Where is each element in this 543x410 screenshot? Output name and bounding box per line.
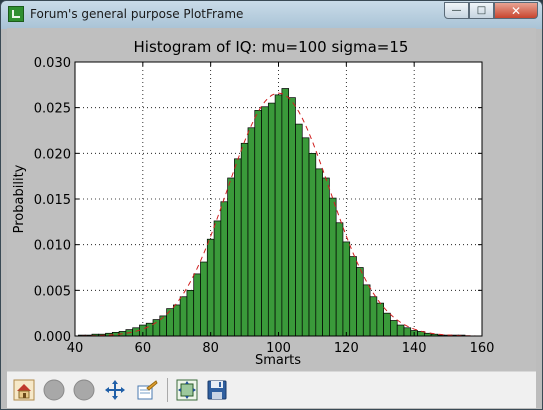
normal-curve <box>81 92 476 337</box>
toolbar-separator <box>167 378 168 402</box>
save-button[interactable] <box>203 376 231 404</box>
histogram-bar <box>173 304 181 337</box>
y-tick-label: 0.030 <box>34 56 71 71</box>
y-axis-ticks: 0.000 0.005 0.010 0.015 0.020 0.025 0.030 <box>34 56 482 345</box>
histogram-bar <box>281 88 290 337</box>
histogram-bar <box>396 324 405 337</box>
histogram-bar <box>145 322 154 337</box>
minimize-button[interactable]: — <box>444 2 469 19</box>
x-tick-label: 80 <box>202 341 219 356</box>
maximize-icon: □ <box>476 5 487 16</box>
histogram-bar <box>383 312 391 337</box>
histogram-bar <box>274 94 283 337</box>
histogram-bar <box>301 137 310 337</box>
histogram-bar <box>179 296 188 337</box>
histogram-bar <box>261 106 269 337</box>
histogram-bar <box>342 241 351 337</box>
subplots-button[interactable] <box>173 376 201 404</box>
histogram-bar <box>288 97 296 337</box>
chart-title: Histogram of IQ: mu=100 sigma=15 <box>134 38 409 56</box>
histogram-bar <box>227 177 235 337</box>
histogram-bar <box>254 110 262 337</box>
histogram-bars <box>78 88 466 337</box>
maximize-button[interactable]: □ <box>469 2 494 19</box>
histogram-bar <box>132 327 140 337</box>
histogram-bar <box>329 197 337 337</box>
histogram-bar <box>369 296 378 337</box>
histogram-bar <box>220 201 228 337</box>
navigation-toolbar <box>7 371 536 408</box>
title-bar[interactable]: Forum's general purpose PlotFrame — □ ✕ <box>1 1 542 27</box>
forward-arrow-icon <box>73 379 95 401</box>
x-tick-label: 100 <box>266 341 291 356</box>
histogram-bar <box>356 267 364 337</box>
plot-canvas[interactable]: Histogram of IQ: mu=100 sigma=15 40 60 80 1… <box>7 28 536 371</box>
x-tick-label: 60 <box>135 341 152 356</box>
histogram-bar <box>152 319 161 337</box>
x-tick-label: 120 <box>334 341 359 356</box>
x-tick-label: 140 <box>402 341 427 356</box>
histogram-bar <box>390 320 398 337</box>
histogram-bar <box>322 177 330 337</box>
y-tick-label: 0.000 <box>34 330 71 345</box>
histogram-bar <box>376 302 384 337</box>
pan-arrows-icon <box>105 380 125 400</box>
zoom-button[interactable] <box>133 376 161 404</box>
x-tick-label: 160 <box>470 341 495 356</box>
histogram-bar <box>240 142 249 337</box>
histogram-bar <box>295 123 303 337</box>
histogram-bar <box>349 256 357 337</box>
histogram-bar <box>335 222 344 337</box>
close-button[interactable]: ✕ <box>494 2 538 19</box>
histogram-bar <box>362 284 371 337</box>
app-icon <box>8 6 24 22</box>
back-button[interactable] <box>40 376 68 404</box>
minimize-icon: — <box>451 5 462 16</box>
histogram-bar <box>403 327 412 337</box>
y-tick-label: 0.010 <box>34 239 71 254</box>
histogram-bar <box>315 168 323 337</box>
x-axis-ticks: 40 60 80 100 120 140 160 <box>67 62 495 356</box>
y-tick-label: 0.025 <box>34 102 71 117</box>
pan-button[interactable] <box>101 376 129 404</box>
x-tick-label: 40 <box>67 341 84 356</box>
y-axis-label: Probability <box>12 164 27 233</box>
histogram-bar <box>186 289 195 337</box>
close-icon: ✕ <box>510 3 522 18</box>
histogram-bar <box>200 261 208 337</box>
histogram-bar <box>206 238 215 337</box>
histogram-chart: Histogram of IQ: mu=100 sigma=15 40 60 80 1… <box>12 38 495 368</box>
forward-button[interactable] <box>70 376 98 404</box>
histogram-bar <box>247 127 256 337</box>
save-icon <box>207 380 227 400</box>
back-arrow-icon <box>43 379 65 401</box>
y-tick-label: 0.005 <box>34 284 71 299</box>
histogram-bar <box>308 152 317 337</box>
histogram-bar <box>234 158 242 337</box>
home-button[interactable] <box>10 376 38 404</box>
y-tick-label: 0.015 <box>34 193 71 208</box>
window-controls: — □ ✕ <box>444 2 538 20</box>
x-axis-label: Smarts <box>255 353 301 368</box>
y-tick-label: 0.020 <box>34 147 71 162</box>
window-title: Forum's general purpose PlotFrame <box>30 7 244 21</box>
subplots-icon <box>176 379 198 401</box>
home-icon <box>13 379 35 401</box>
histogram-bar <box>267 102 276 337</box>
histogram-bar <box>193 273 201 337</box>
histogram-bar <box>213 220 222 337</box>
zoom-icon <box>137 380 158 400</box>
